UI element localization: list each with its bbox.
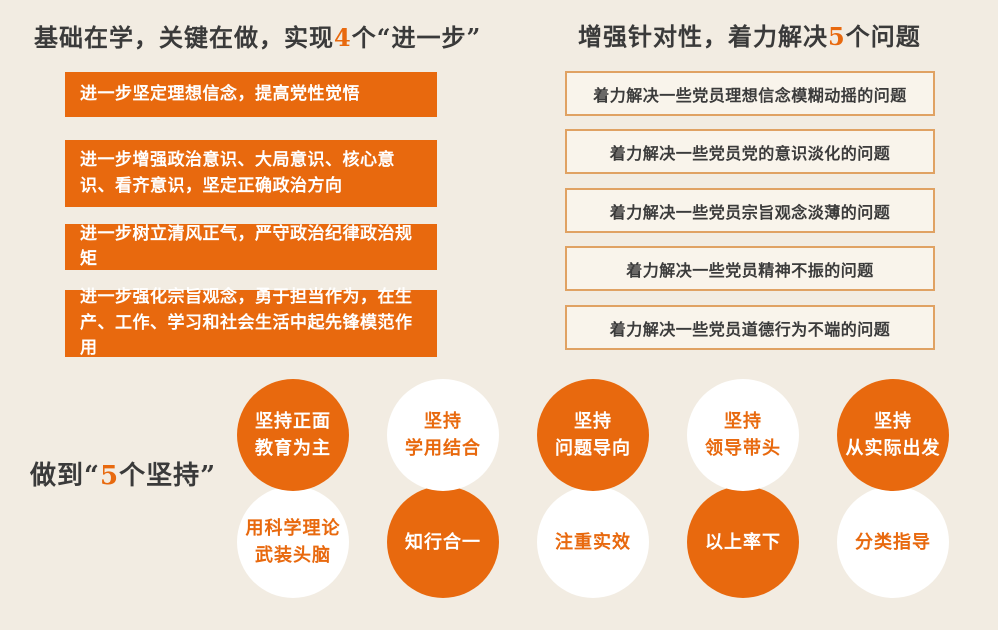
right-problem-box-5: 着力解决一些党员道德行为不端的问题 <box>565 305 935 350</box>
right-problem-text: 着力解决一些党员理想信念模糊动摇的问题 <box>593 85 907 105</box>
circle-bottom-4: 以上率下 <box>687 486 799 598</box>
circle-label: 以上率下 <box>705 531 781 553</box>
circle-bottom-3: 注重实效 <box>537 486 649 598</box>
left-point-text: 进一步强化宗旨观念，勇于担当作为，在生产、工作、学习和社会生活中起先锋模范作用 <box>80 287 413 359</box>
left-title-text: 基础在学，关键在做，实现 <box>34 23 334 52</box>
bottom-label-suffix: 个坚持” <box>119 461 217 491</box>
right-problem-box-4: 着力解决一些党员精神不振的问题 <box>565 246 935 291</box>
circle-label: 知行合一 <box>405 531 481 553</box>
bottom-label-text: 做到“ <box>30 461 100 491</box>
circle-label: 武装头脑 <box>255 545 331 566</box>
circle-label: 坚持 <box>724 411 762 432</box>
circle-top-1: 坚持正面 教育为主 <box>237 379 349 491</box>
circle-label: 领导带头 <box>705 438 781 459</box>
circle-label: 坚持 <box>574 411 612 432</box>
circle-top-3: 坚持 问题导向 <box>537 379 649 491</box>
left-point-text: 进一步增强政治意识、大局意识、核心意识、看齐意识，坚定正确政治方向 <box>80 150 395 196</box>
right-problem-text: 着力解决一些党员宗旨观念淡薄的问题 <box>609 202 891 222</box>
circle-label: 注重实效 <box>555 531 631 553</box>
right-problem-text: 着力解决一些党员道德行为不端的问题 <box>609 319 891 339</box>
right-title-number: 5 <box>828 22 846 51</box>
right-problem-text: 着力解决一些党员党的意识淡化的问题 <box>609 143 891 163</box>
right-title-suffix: 个问题 <box>845 22 921 51</box>
circle-bottom-2: 知行合一 <box>387 486 499 598</box>
right-problem-box-2: 着力解决一些党员党的意识淡化的问题 <box>565 129 935 174</box>
circle-label: 问题导向 <box>555 438 631 459</box>
right-problem-box-3: 着力解决一些党员宗旨观念淡薄的问题 <box>565 188 935 233</box>
circle-top-4: 坚持 领导带头 <box>687 379 799 491</box>
left-section-title: 基础在学，关键在做，实现4个“进一步” <box>34 18 481 53</box>
bottom-section-label: 做到“5个坚持” <box>30 455 216 492</box>
circle-label: 分类指导 <box>855 531 931 553</box>
circle-bottom-1: 用科学理论 武装头脑 <box>237 486 349 598</box>
left-point-box-3: 进一步树立清风正气，严守政治纪律政治规矩 <box>65 224 437 270</box>
bottom-label-number: 5 <box>99 461 120 491</box>
left-title-number: 4 <box>334 23 352 52</box>
circle-label: 坚持正面 <box>255 411 331 432</box>
left-point-text: 进一步树立清风正气，严守政治纪律政治规矩 <box>80 223 413 270</box>
right-problem-text: 着力解决一些党员精神不振的问题 <box>626 260 874 280</box>
circle-label: 坚持 <box>874 411 912 432</box>
circle-label: 从实际出发 <box>845 438 941 459</box>
circle-label: 教育为主 <box>255 438 331 459</box>
circle-bottom-5: 分类指导 <box>837 486 949 598</box>
circle-top-2: 坚持 学用结合 <box>387 379 499 491</box>
left-point-box-4: 进一步强化宗旨观念，勇于担当作为，在生产、工作、学习和社会生活中起先锋模范作用 <box>65 287 437 358</box>
right-section-title: 增强针对性，着力解决5个问题 <box>578 17 921 52</box>
right-title-text: 增强针对性，着力解决 <box>578 22 828 51</box>
circle-label: 学用结合 <box>405 438 481 459</box>
left-point-text: 进一步坚定理想信念，提高党性觉悟 <box>80 83 360 104</box>
left-title-suffix: 个“进一步” <box>351 23 482 52</box>
circle-top-5: 坚持 从实际出发 <box>837 379 949 491</box>
left-point-box-1: 进一步坚定理想信念，提高党性觉悟 <box>65 72 437 117</box>
circle-label: 坚持 <box>424 411 462 432</box>
circle-label: 用科学理论 <box>245 518 341 539</box>
left-point-box-2: 进一步增强政治意识、大局意识、核心意识、看齐意识，坚定正确政治方向 <box>65 140 437 207</box>
right-problem-box-1: 着力解决一些党员理想信念模糊动摇的问题 <box>565 71 935 116</box>
